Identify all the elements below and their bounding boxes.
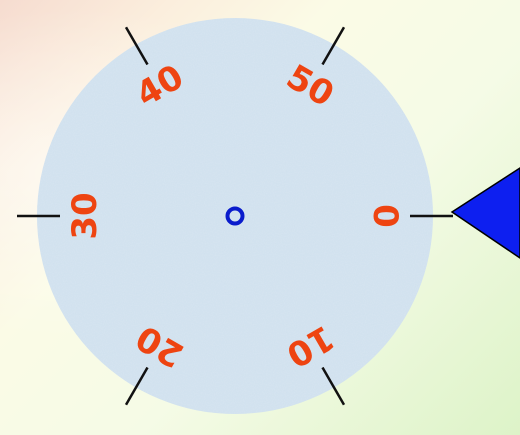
dial-label-30: 30 <box>65 192 105 239</box>
pointer-arrow <box>450 167 520 259</box>
center-pivot-icon <box>225 206 245 226</box>
dial-tick <box>124 26 149 66</box>
dial-tick <box>321 26 346 66</box>
dial-tick <box>124 366 149 406</box>
dial-label-0: 0 <box>365 204 405 228</box>
dial-tick <box>321 366 346 406</box>
dial-ticks <box>17 26 453 406</box>
dial-face[interactable] <box>37 18 433 414</box>
